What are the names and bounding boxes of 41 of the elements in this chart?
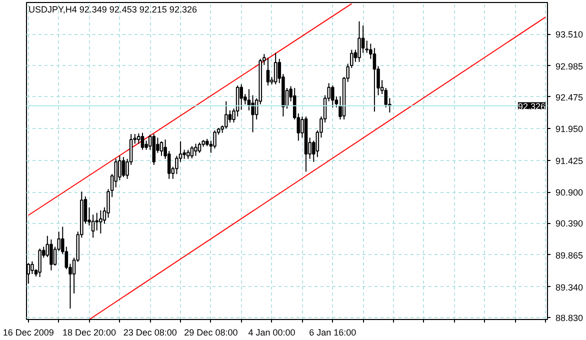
y-tick-label: 90.390 (556, 218, 584, 229)
y-tick-label: 89.865 (556, 250, 584, 260)
candlestick (213, 130, 216, 150)
x-tick-label: 16 Dec 2009 (2, 328, 54, 338)
candlestick (358, 20, 361, 62)
x-tick-label: 4 Jan 00:00 (248, 328, 296, 338)
ref-line-label: 92.326 (518, 101, 546, 112)
candlestick (137, 132, 140, 144)
candlestick (38, 248, 42, 278)
chart-title: USDJPY,H4 92.349 92.453 92.215 92.326 (28, 4, 197, 14)
y-tick-label: 93.510 (556, 30, 584, 40)
y-tick-label: 92.475 (556, 92, 584, 102)
candlestick (372, 47, 376, 112)
candlestick (186, 149, 190, 160)
candlestick (194, 143, 198, 156)
x-tick-label: 29 Dec 08:00 (184, 328, 238, 338)
candlestick (228, 110, 232, 124)
x-tick-label: 6 Jan 16:00 (309, 328, 356, 338)
y-tick-label: 91.425 (556, 156, 584, 166)
y-tick-label: 92.985 (556, 61, 584, 72)
candlestick (160, 140, 164, 156)
y-tick-label: 88.830 (556, 313, 584, 324)
candlestick (330, 85, 334, 108)
candlestick (50, 238, 53, 271)
candlestick (140, 132, 144, 150)
y-tick-label: 90.900 (556, 188, 584, 198)
x-tick-label: 23 Dec 08:00 (123, 328, 177, 338)
candlestick (91, 214, 95, 238)
candlestick (247, 88, 251, 111)
candlestick (198, 142, 202, 154)
candlestick (224, 100, 228, 130)
candlestick (190, 146, 194, 159)
y-tick-label: 89.340 (556, 282, 584, 292)
candlestick (274, 52, 278, 85)
y-tick-label: 91.950 (556, 124, 584, 134)
candlestick (240, 84, 244, 110)
candlestick (122, 156, 126, 178)
x-tick-label: 18 Dec 20:00 (62, 328, 116, 338)
candlestick (99, 210, 102, 234)
candlestick (266, 57, 270, 86)
candlestick (30, 260, 34, 275)
